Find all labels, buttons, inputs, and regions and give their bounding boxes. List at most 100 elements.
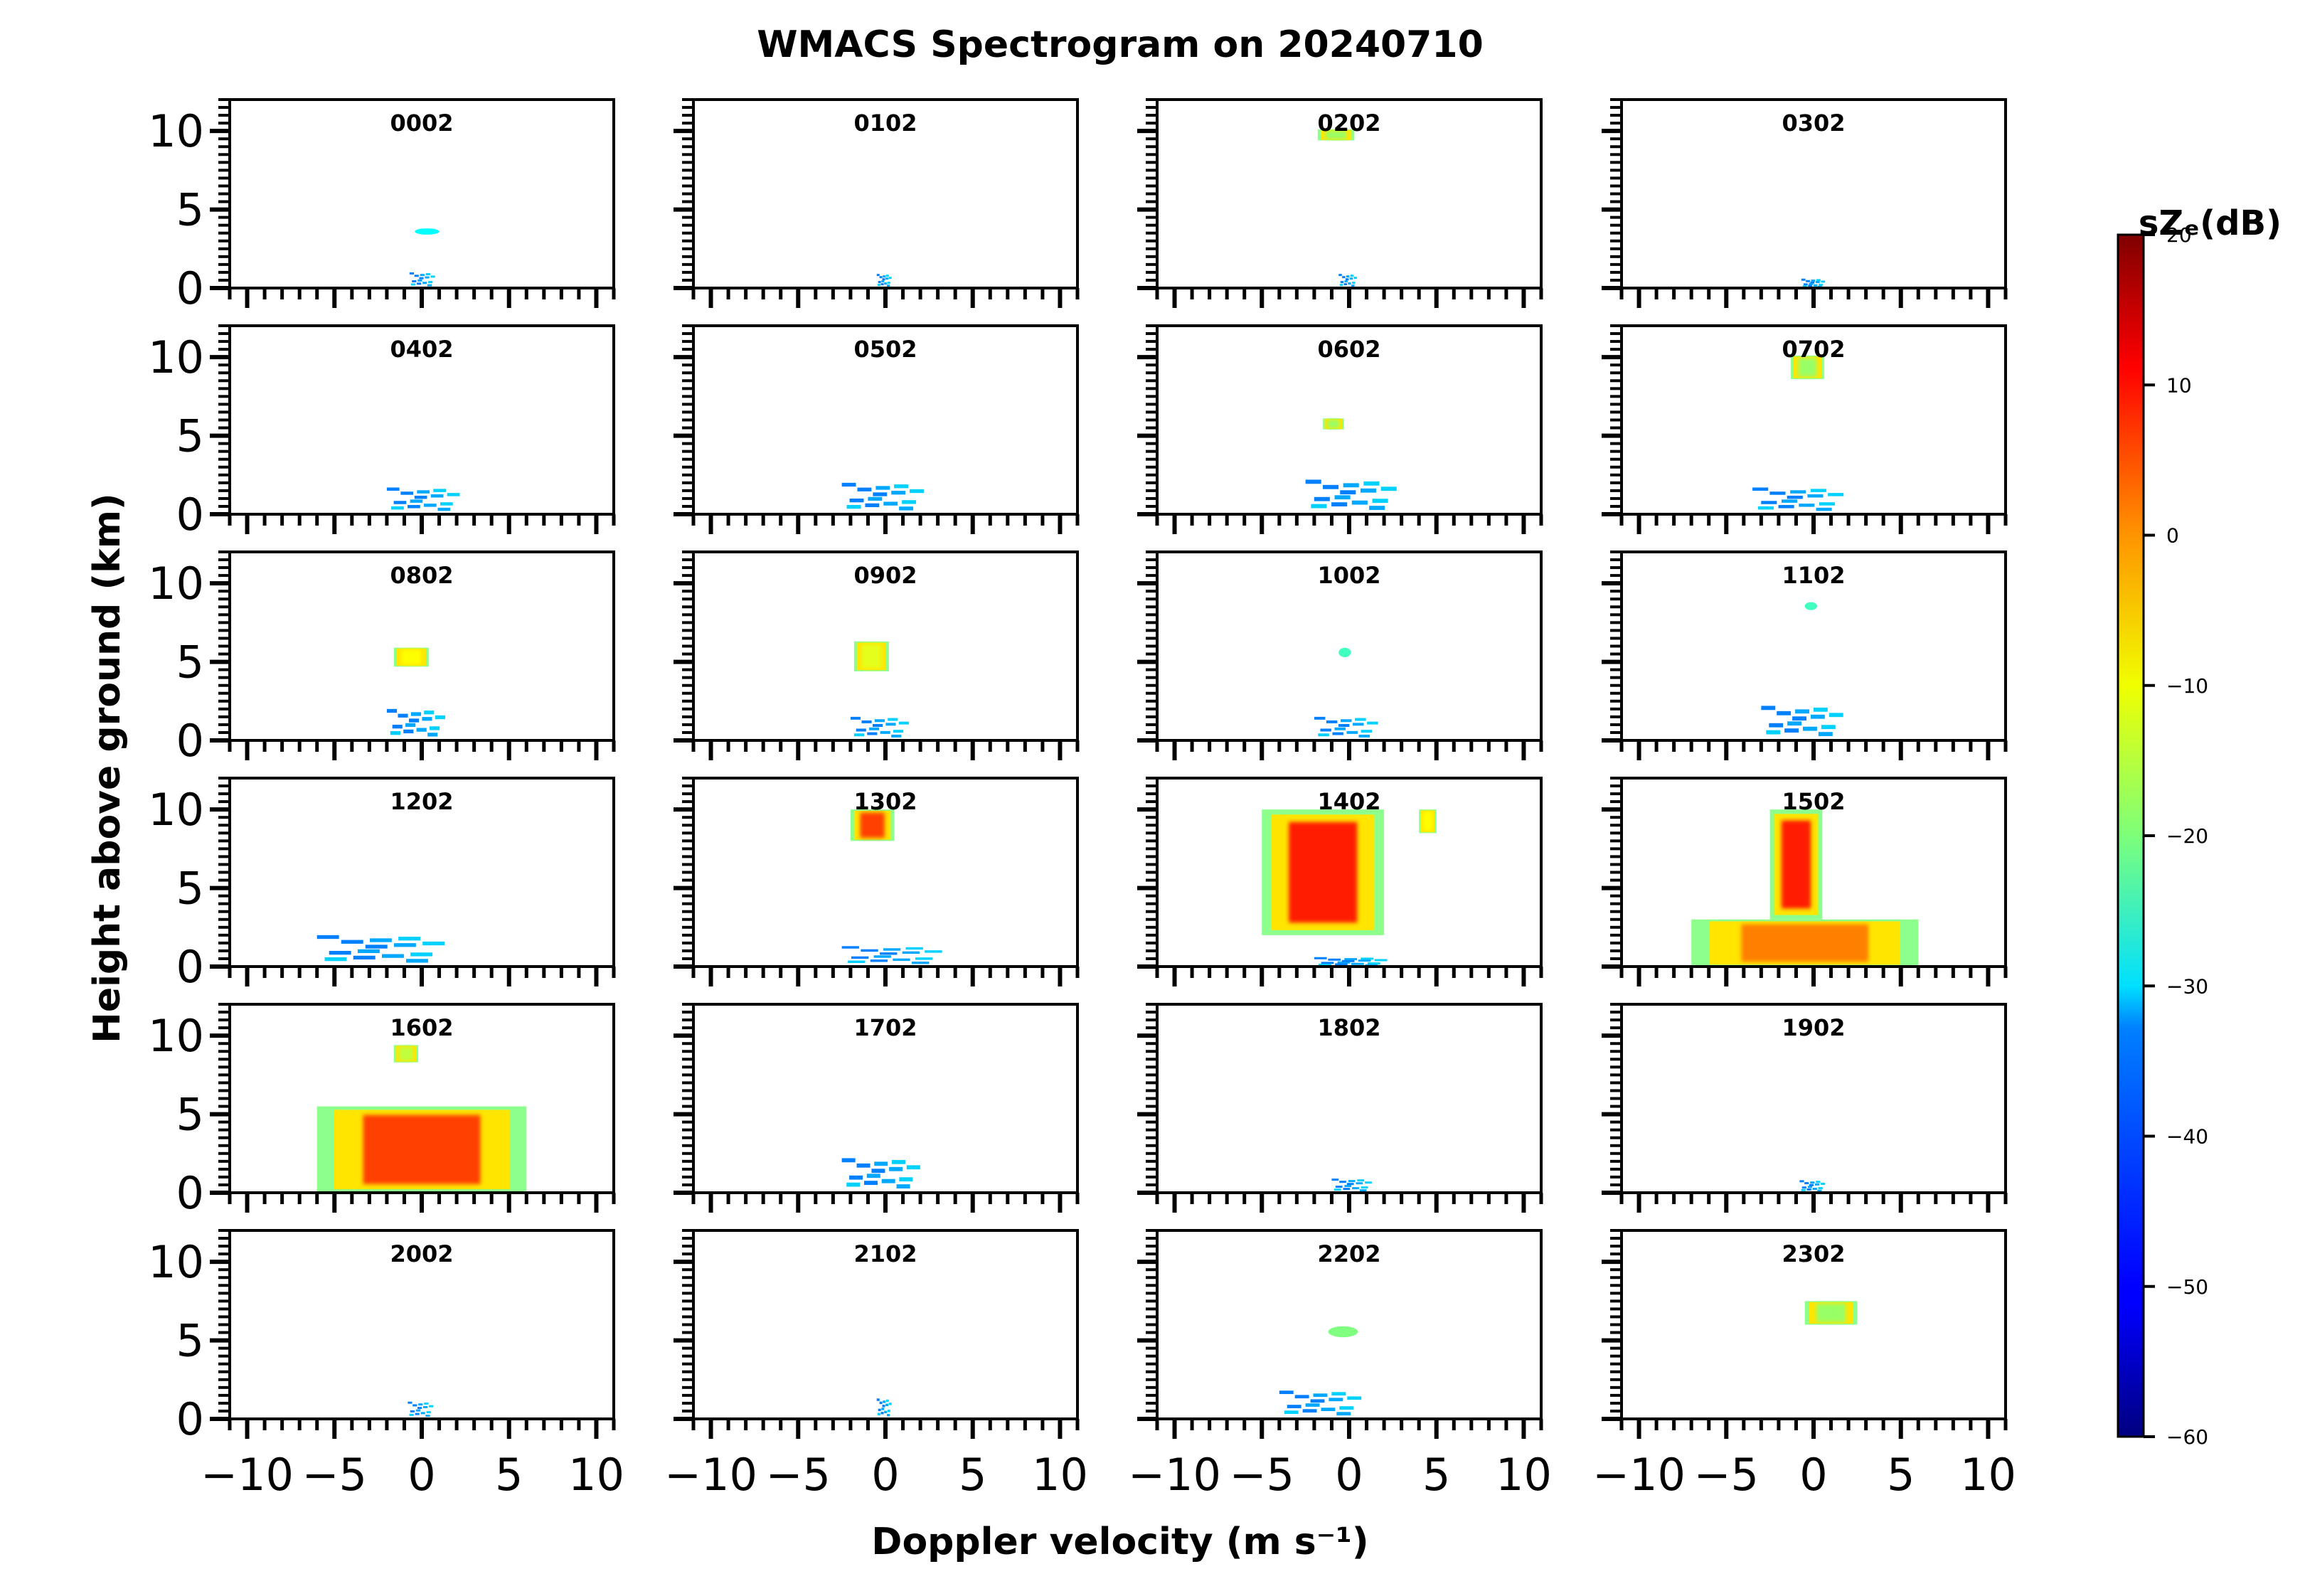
panel-1302: 1302 [674,777,1080,986]
echo-speckle [1365,1181,1372,1184]
echo-speckle [1810,1181,1815,1184]
echo-speckle [1821,280,1826,283]
echo-speckle [1807,1186,1812,1188]
echo-speckle [882,278,885,281]
echo-speckle [1766,730,1781,735]
echo-region [1791,355,1824,380]
echo-speckle [875,486,890,490]
echo-speckle [885,1399,889,1403]
echo-speckle [1761,501,1777,504]
echo-speckle [1761,706,1776,711]
echo-speckle [392,724,403,729]
echo-speckle [877,284,880,287]
y-tick-label: 10 [148,105,204,157]
panel-grid: 0 5 10 0002 0102 0202 0302 0 5 10 0402 0502 0602 0702… [148,98,2016,1501]
echo-layer [850,641,909,738]
y-tick-label: 5 [176,1089,204,1141]
echo-speckle [427,733,438,737]
chart-title: WMACS Spectrogram on 20240710 [757,23,1484,66]
echo-speckle [1806,280,1810,282]
echo-region [1338,647,1351,657]
echo-speckle [1357,1179,1365,1182]
echo-speckle [1350,275,1354,277]
echo-speckle [405,723,416,728]
echo-speckle [1810,714,1825,719]
echo-speckle [915,957,933,960]
echo-speckle [365,945,388,949]
echo-speckle [1305,479,1321,484]
echo-speckle [435,715,445,720]
echo-speckle [869,727,880,730]
x-tick-label: 5 [495,1449,523,1501]
echo-speckle [1361,730,1373,733]
x-tick-label: −10 [201,1449,294,1501]
colorbar-tick-label: −60 [2166,1425,2208,1449]
echo-core [1816,1303,1846,1323]
echo-speckle [881,280,885,283]
panel-1602: 0 5 10 1602 [148,1003,616,1219]
echo-speckle [424,711,435,715]
panel-background [693,1230,1077,1419]
echo-speckle [1336,1412,1351,1416]
echo-speckle [1334,727,1346,730]
echo-region [853,641,889,671]
echo-speckle [863,1181,878,1186]
echo-speckle [896,1184,910,1188]
echo-speckle [884,1410,888,1414]
y-tick-label: 10 [148,558,204,610]
panel-background [230,778,614,967]
echo-speckle [1781,499,1798,503]
echo-speckle [884,282,888,285]
echo-layer [1804,1301,1858,1325]
panel-time-label: 2002 [390,1240,453,1267]
echo-speckle [1314,496,1330,501]
echo-region [393,647,429,667]
panel-time-label: 1102 [1782,562,1845,589]
x-tick-label: −5 [766,1449,831,1501]
echo-speckle [899,506,914,511]
echo-region [1691,919,1919,967]
echo-speckle [353,955,376,960]
echo-speckle [846,1182,861,1187]
echo-speckle [856,1163,871,1168]
echo-region [1804,1301,1858,1325]
echo-speckle [324,957,347,962]
echo-speckle [422,282,427,284]
echo-speckle [1320,728,1331,732]
panel-0102: 0102 [674,98,1080,308]
panel-0402: 0 5 10 0402 [148,324,616,541]
echo-region [1799,1180,1826,1192]
echo-layer [1279,1326,1362,1416]
echo-speckle [398,937,421,941]
echo-region [841,482,924,511]
echo-speckle [1346,275,1350,278]
panel-0502: 0502 [674,324,1080,534]
echo-speckle [885,1403,889,1407]
echo-speckle [893,958,910,962]
echo-region [415,228,440,235]
echo-speckle [878,281,881,284]
echo-speckle [893,730,904,733]
panel-time-label: 1402 [1317,788,1380,815]
echo-speckle [418,1403,423,1406]
y-tick-label: 5 [176,637,204,688]
echo-speckle [1339,284,1343,287]
echo-speckle [1335,1186,1343,1188]
colorbar-tick-label: −30 [2166,974,2208,998]
echo-speckle [1818,732,1833,736]
echo-speckle [440,502,453,506]
echo-region [850,716,909,738]
echo-speckle [1351,500,1368,505]
echo-speckle [871,1169,885,1174]
echo-speckle [1795,709,1809,714]
panel-1202: 0 5 10 1202 [148,777,616,993]
echo-speckle [1787,721,1802,726]
echo-speckle [880,730,890,734]
panel-background [230,552,614,740]
echo-speckle [414,495,427,499]
echo-speckle [1806,1188,1811,1191]
echo-speckle [357,949,380,954]
echo-layer [1801,278,1826,288]
echo-speckle [1311,504,1327,509]
echo-speckle [841,946,859,949]
